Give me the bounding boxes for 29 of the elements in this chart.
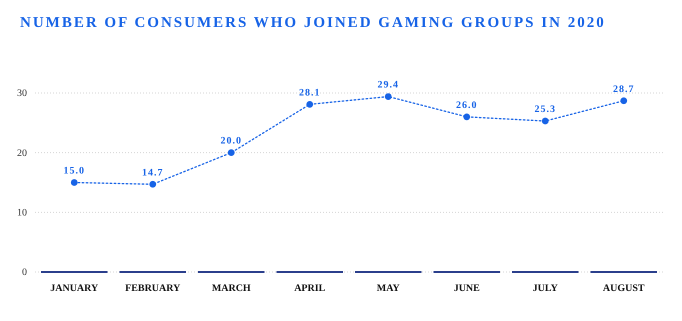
- y-tick-label: 30: [17, 88, 27, 100]
- point: [228, 149, 235, 156]
- data-label: 28.7: [613, 84, 634, 95]
- chart-title: NUMBER OF CONSUMERS WHO JOINED GAMING GROUPS IN 2020: [20, 15, 606, 31]
- point: [384, 93, 392, 100]
- y-tick-label: 20: [17, 148, 27, 159]
- point: [149, 180, 156, 188]
- x-tick-label: JUNE: [454, 283, 480, 294]
- x-tick-label: APRIL: [294, 283, 326, 294]
- x-tick-label: FEBRUARY: [125, 283, 182, 294]
- y-tick-label: 0: [22, 267, 27, 278]
- data-label: 28.1: [299, 87, 320, 98]
- x-tick-label: MARCH: [212, 283, 251, 294]
- x-tick-label: AUGUST: [602, 283, 645, 294]
- point: [463, 113, 470, 120]
- data-label: 25.3: [534, 104, 556, 116]
- x-tick-label: JANUARY: [50, 283, 100, 294]
- x-tick-label: MAY: [376, 283, 401, 294]
- data-label: 15.0: [64, 166, 85, 176]
- data-label: 14.7: [142, 167, 164, 178]
- y-tick-label: 10: [17, 208, 27, 219]
- data-label: 26.0: [456, 100, 478, 111]
- x-tick-label: JULY: [532, 283, 559, 294]
- point: [620, 97, 628, 104]
- data-label: 20.0: [220, 136, 242, 147]
- point: [542, 118, 549, 124]
- point: [306, 100, 314, 108]
- data-label: 29.4: [378, 80, 399, 91]
- point: [70, 179, 78, 186]
